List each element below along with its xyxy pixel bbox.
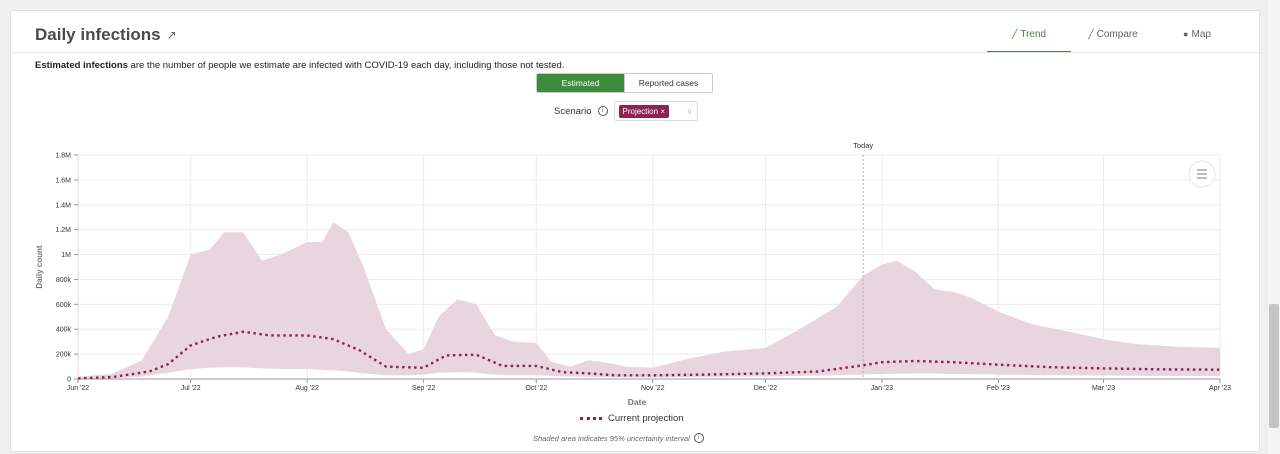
x-tick-label: Mar '23 <box>1092 385 1115 392</box>
x-tick-label: Sep '22 <box>412 385 436 392</box>
chart-axes: 0 200k 400k 600k 800k 1M 1.2M 1.4M 1.6M 1.8M Jun '… <box>55 153 1231 393</box>
info-icon[interactable]: i <box>597 106 608 116</box>
x-tick-label: Nov '22 <box>641 385 665 392</box>
y-tick-label: 1.2M <box>55 227 71 234</box>
y-tick-label: 400k <box>56 327 72 334</box>
y-tick-label: 1.4M <box>55 202 71 209</box>
x-tick-label: Oct '22 <box>525 385 547 392</box>
x-tick-label: Dec '22 <box>754 385 778 392</box>
scenario-row: Scenario i Projection × ∨ <box>554 101 698 121</box>
x-tick-label: Aug '22 <box>295 385 319 392</box>
footnote-info-icon[interactable]: i <box>693 433 704 443</box>
chevron-down-icon[interactable]: ∨ <box>686 106 693 116</box>
legend-label: Current projection <box>608 413 684 424</box>
description: Estimated infections are the number of p… <box>35 60 564 71</box>
estimated-button[interactable]: Estimated <box>537 74 624 92</box>
external-link-icon[interactable]: ↗ <box>166 28 177 42</box>
chart-legend: Current projection <box>580 413 684 424</box>
legend-dotted-swatch <box>580 417 602 420</box>
uncertainty-band <box>78 222 1220 379</box>
x-tick-label: Feb '23 <box>987 385 1010 392</box>
y-tick-label: 800k <box>56 277 72 284</box>
y-tick-label: 200k <box>56 352 72 359</box>
footnote-text: Shaded area indicates 95% uncertainty in… <box>533 433 690 443</box>
y-tick-label: 1.6M <box>55 177 71 184</box>
tab-map[interactable]: ● Map <box>1155 25 1239 53</box>
x-tick-label: Jan '23 <box>871 385 893 392</box>
line-chart-icon: ╱ <box>1011 29 1018 39</box>
globe-icon: ● <box>1183 29 1189 39</box>
reported-cases-button[interactable]: Reported cases <box>624 74 712 92</box>
chart-settings-button[interactable] <box>1188 160 1216 188</box>
projection-line <box>77 330 1221 380</box>
y-tick-label: 1M <box>61 252 71 259</box>
data-type-toggle: Estimated Reported cases <box>536 73 713 93</box>
compare-chart-icon: ╱ <box>1088 29 1094 39</box>
tab-map-label: Map <box>1191 29 1211 40</box>
projection-chip: Projection × <box>618 104 669 118</box>
today-label: Today <box>853 141 873 150</box>
x-tick-label: Jun '22 <box>67 385 89 392</box>
y-axis-title: Daily count <box>35 245 44 288</box>
chip-close-icon[interactable]: × <box>660 106 665 116</box>
scrollbar-thumb[interactable] <box>1269 304 1279 428</box>
title-text: Daily infections <box>35 25 161 44</box>
description-bold: Estimated infections <box>35 60 128 71</box>
sliders-icon <box>1197 169 1207 179</box>
page-scrollbar[interactable] <box>1268 0 1280 454</box>
footnote: Shaded area indicates 95% uncertainty in… <box>533 433 704 443</box>
tab-compare[interactable]: ╱ Compare <box>1071 25 1155 53</box>
projection-chip-label: Projection <box>622 106 659 116</box>
y-tick-label: 1.8M <box>55 153 71 160</box>
x-axis-title: Date <box>628 397 647 407</box>
description-rest: are the number of people we estimate are… <box>127 60 565 71</box>
y-tick-label: 0 <box>67 377 71 384</box>
x-tick-label: Apr '23 <box>1209 385 1231 392</box>
scenario-label: Scenario <box>554 105 592 117</box>
header-divider <box>11 52 1259 53</box>
tab-compare-label: Compare <box>1096 29 1138 40</box>
card-title: Daily infections ↗ <box>35 25 177 45</box>
scenario-select[interactable]: Projection × ∨ <box>613 101 698 121</box>
tab-trend-label: Trend <box>1020 29 1047 40</box>
x-tick-label: Jul '22 <box>181 385 201 392</box>
y-tick-label: 600k <box>56 302 72 309</box>
